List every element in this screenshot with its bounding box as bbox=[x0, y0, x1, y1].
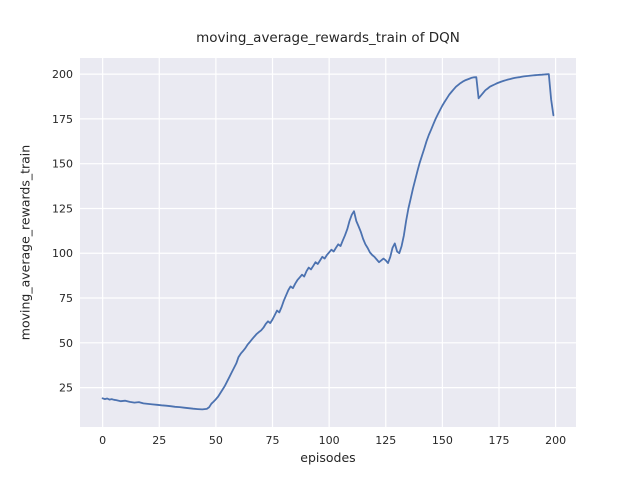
y-tick-label: 175 bbox=[52, 113, 73, 126]
x-tick-label: 100 bbox=[319, 434, 340, 447]
x-tick-label: 25 bbox=[152, 434, 166, 447]
y-tick-label: 25 bbox=[59, 382, 73, 395]
x-tick-label: 0 bbox=[99, 434, 106, 447]
x-tick-label: 150 bbox=[432, 434, 453, 447]
y-tick-label: 150 bbox=[52, 158, 73, 171]
y-tick-label: 50 bbox=[59, 337, 73, 350]
x-tick-label: 75 bbox=[266, 434, 280, 447]
y-tick-label: 100 bbox=[52, 247, 73, 260]
x-tick-label: 50 bbox=[209, 434, 223, 447]
series-line bbox=[101, 73, 555, 411]
y-axis-label: moving_average_rewards_train bbox=[17, 144, 33, 341]
y-tick-label: 125 bbox=[52, 202, 73, 215]
axes-background bbox=[80, 58, 576, 427]
x-axis-label: episodes bbox=[300, 450, 356, 465]
x-tick-label: 175 bbox=[488, 434, 509, 447]
chart-title: moving_average_rewards_train of DQN bbox=[196, 30, 460, 46]
x-tick-label: 125 bbox=[375, 434, 396, 447]
y-tick-label: 75 bbox=[59, 292, 73, 305]
x-tick-label: 200 bbox=[545, 434, 566, 447]
y-tick-label: 200 bbox=[52, 68, 73, 81]
